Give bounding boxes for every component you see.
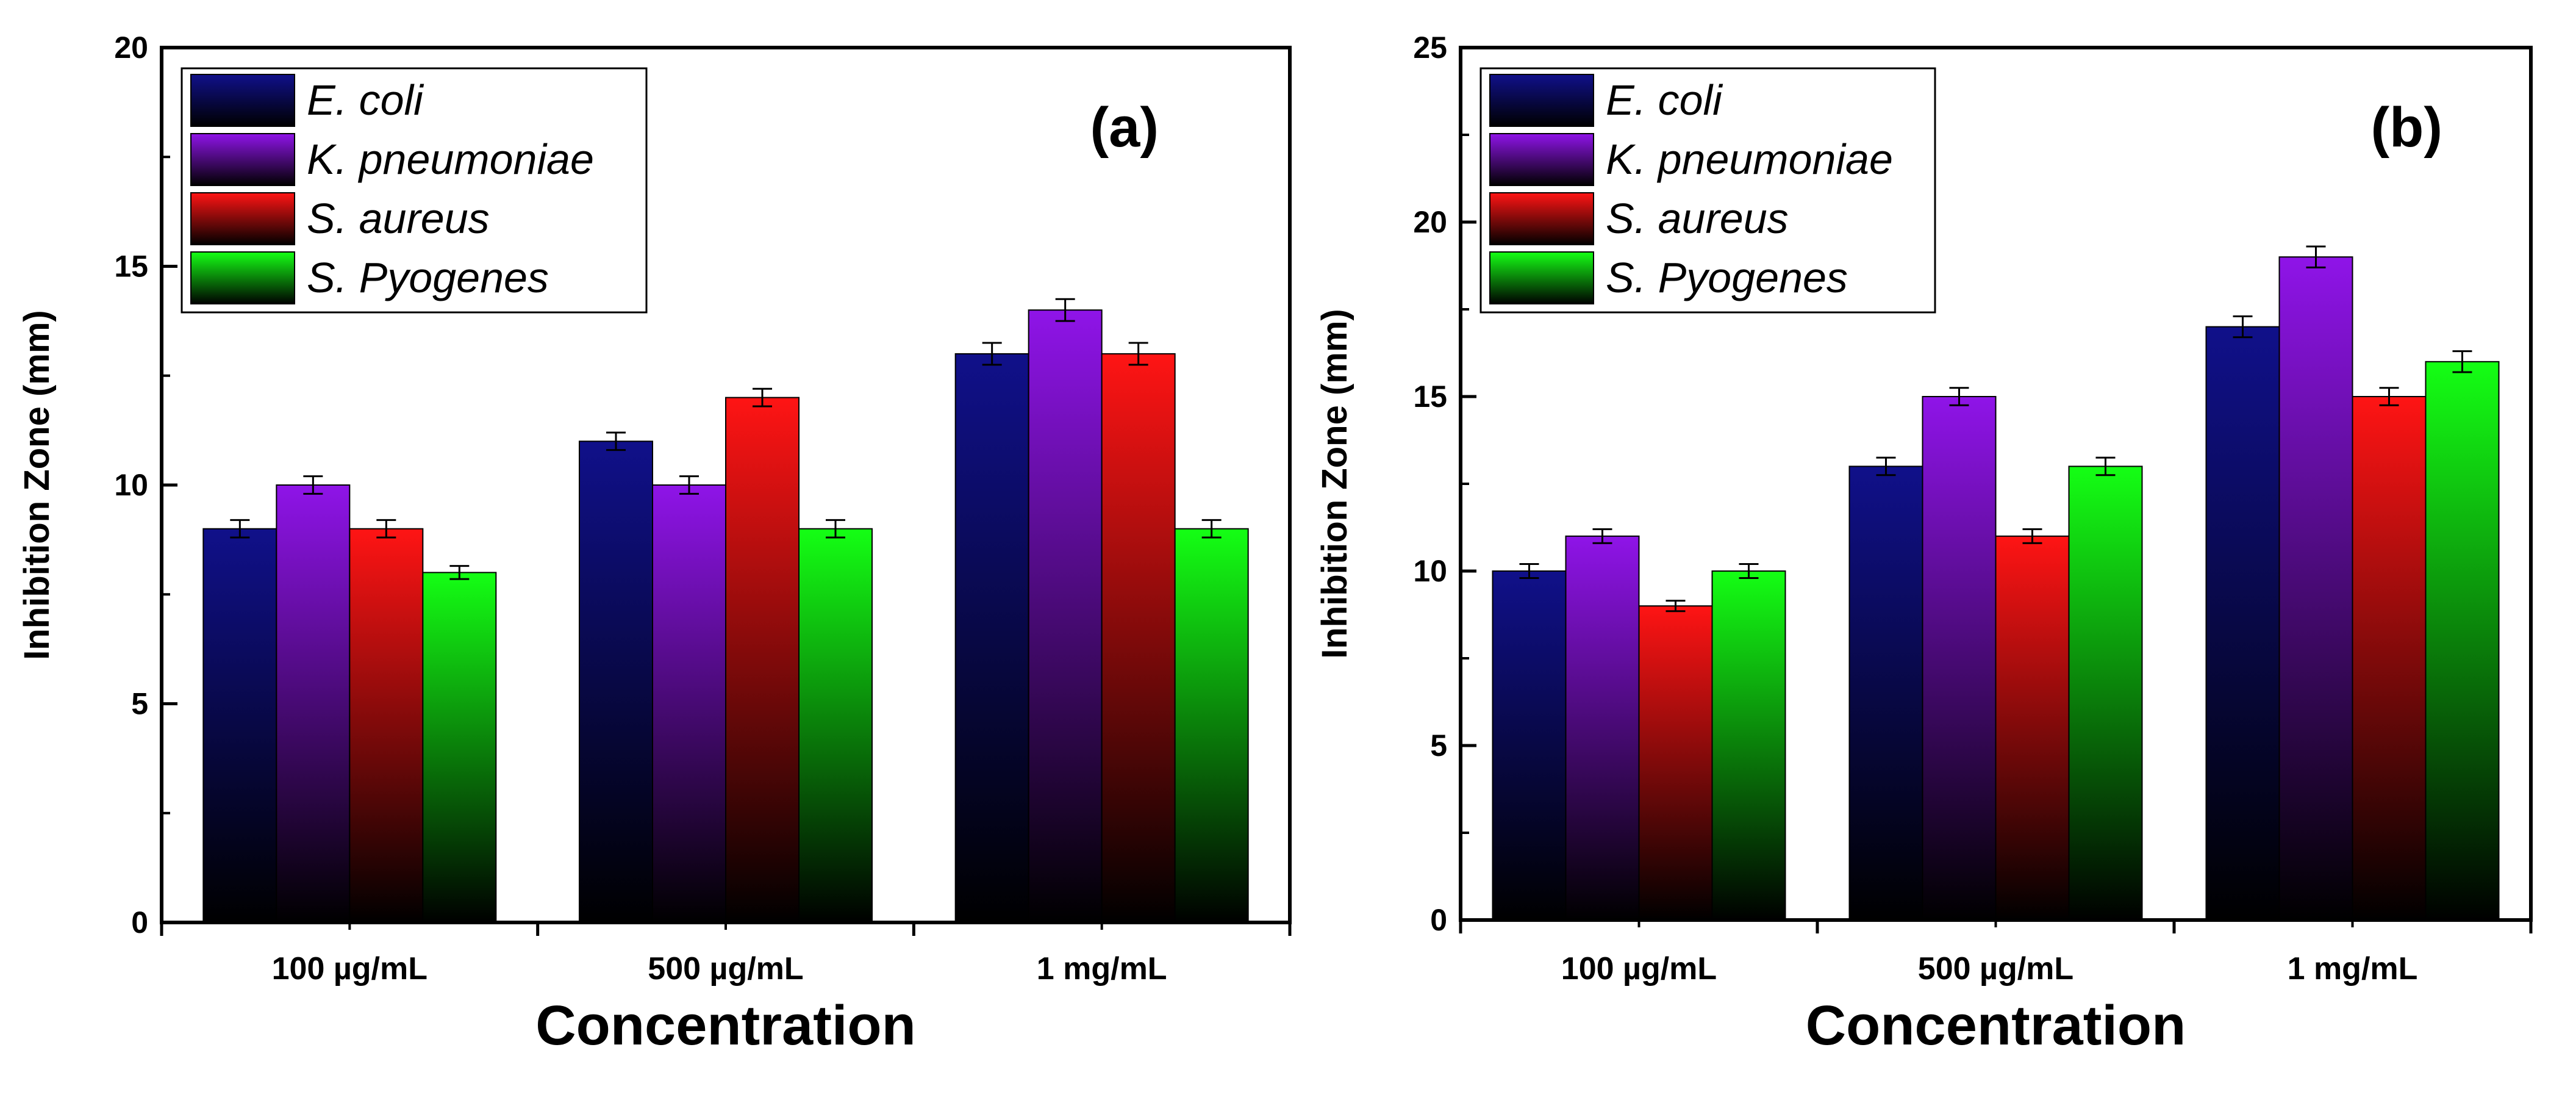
legend-swatch-e-coli xyxy=(190,74,295,127)
legend: E. coli K. pneumoniae S. aureus S. Pyogenes xyxy=(1479,67,1936,314)
bar-e-coli-2 xyxy=(1848,466,1923,921)
y-tick-label: 5 xyxy=(131,687,148,721)
y-tick-label: 25 xyxy=(1413,31,1447,65)
bar-e-coli-3 xyxy=(954,353,1029,923)
y-tick-label: 0 xyxy=(131,905,148,940)
legend-swatch-e-coli xyxy=(1489,74,1594,127)
legend-swatch-k-pneumoniae xyxy=(1489,133,1594,186)
x-axis-title: Concentration xyxy=(1806,994,2186,1057)
x-axis-title: Concentration xyxy=(535,994,916,1057)
y-tick-label: 15 xyxy=(1413,379,1447,414)
x-category-label: 100 µg/mL xyxy=(272,951,428,987)
legend-swatch-s-pyogenes xyxy=(1489,251,1594,304)
y-tick-label: 0 xyxy=(1430,903,1447,937)
legend-swatch-s-aureus xyxy=(1489,192,1594,245)
bar-e-coli-3 xyxy=(2205,326,2280,921)
bar-s-aureus-3 xyxy=(2352,396,2427,921)
legend-label-s-pyogenes: S. Pyogenes xyxy=(307,254,549,301)
legend-label-e-coli: E. coli xyxy=(1606,76,1723,124)
bar-s-aureus-2 xyxy=(725,397,800,923)
y-tick-label: 10 xyxy=(1413,554,1447,588)
bar-k-pneumoniae-2 xyxy=(1922,396,1997,921)
x-category-label: 1 mg/mL xyxy=(1037,951,1167,987)
legend-label-e-coli: E. coli xyxy=(307,76,424,124)
legend-label-s-aureus: S. aureus xyxy=(1606,195,1789,242)
bar-k-pneumoniae-1 xyxy=(276,484,351,923)
legend: E. coli K. pneumoniae S. aureus S. Pyogenes xyxy=(181,67,648,314)
legend-label-k-pneumoniae: K. pneumoniae xyxy=(307,135,594,183)
bar-s-aureus-1 xyxy=(1638,605,1713,921)
bar-s-pyogenes-3 xyxy=(2425,361,2500,921)
bar-s-pyogenes-1 xyxy=(1711,570,1786,921)
legend-swatch-s-pyogenes xyxy=(190,251,295,304)
x-category-label: 500 µg/mL xyxy=(1918,951,2073,987)
legend-swatch-s-aureus xyxy=(190,192,295,245)
y-tick-label: 10 xyxy=(114,468,148,502)
x-category-label: 500 µg/mL xyxy=(648,951,803,987)
y-axis-title: Inhibition Zone (mm) xyxy=(1315,309,1354,658)
y-axis-title: Inhibition Zone (mm) xyxy=(17,310,57,660)
y-tick-label: 20 xyxy=(114,31,148,65)
bar-s-pyogenes-2 xyxy=(2068,466,2143,921)
bar-k-pneumoniae-2 xyxy=(652,484,726,923)
legend-swatch-k-pneumoniae xyxy=(190,133,295,186)
bar-s-aureus-1 xyxy=(349,528,424,923)
legend-label-k-pneumoniae: K. pneumoniae xyxy=(1606,135,1893,183)
legend-label-s-pyogenes: S. Pyogenes xyxy=(1606,254,1848,301)
bar-s-pyogenes-3 xyxy=(1174,528,1249,923)
bar-k-pneumoniae-3 xyxy=(1028,309,1103,923)
bar-e-coli-2 xyxy=(579,440,653,923)
bar-s-aureus-3 xyxy=(1101,353,1176,923)
x-category-label: 100 µg/mL xyxy=(1561,951,1717,987)
y-tick-label: 5 xyxy=(1430,728,1447,763)
chart-panel-a: 0 5 10 15 20 100 µg/mL 500 µg/mL 1 mg/mL Concent… xyxy=(17,31,1292,1057)
panel-label: (a) xyxy=(1090,96,1159,159)
bar-s-pyogenes-2 xyxy=(798,528,873,923)
bar-e-coli-1 xyxy=(1492,570,1567,921)
bar-s-aureus-2 xyxy=(1995,535,2070,921)
y-tick-label: 15 xyxy=(114,250,148,284)
chart-panel-b: 0 5 10 15 20 25 100 µg/mL 500 µg/mL 1 mg/mL Conce… xyxy=(1315,31,2533,1057)
bar-e-coli-1 xyxy=(202,528,277,923)
legend-label-s-aureus: S. aureus xyxy=(307,195,490,242)
y-tick-label: 20 xyxy=(1413,205,1447,239)
bar-k-pneumoniae-3 xyxy=(2278,256,2353,921)
bar-s-pyogenes-1 xyxy=(422,572,497,923)
x-category-label: 1 mg/mL xyxy=(2288,951,2418,987)
panel-label: (b) xyxy=(2371,96,2442,159)
bar-k-pneumoniae-1 xyxy=(1565,535,1640,921)
